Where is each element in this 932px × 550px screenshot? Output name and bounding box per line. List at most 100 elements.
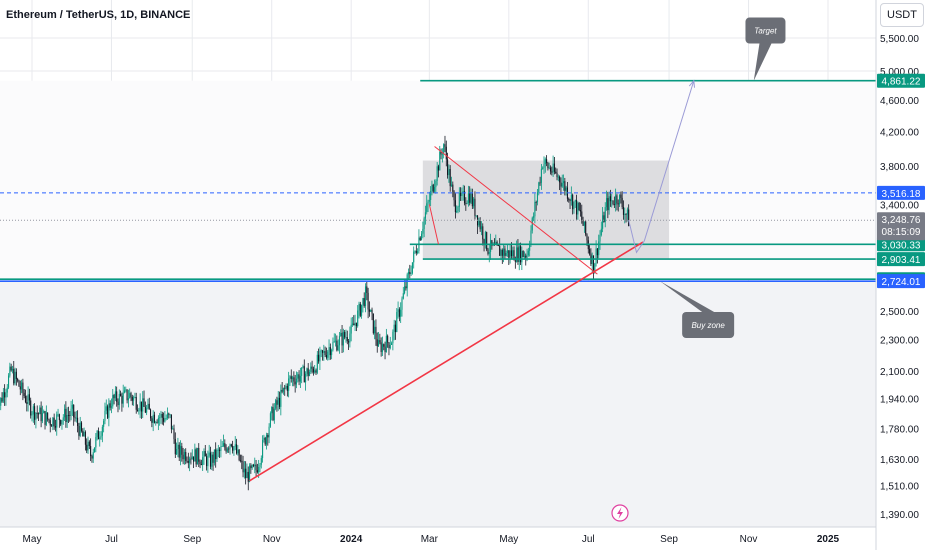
candle-body — [603, 215, 605, 223]
candle-body — [209, 452, 212, 467]
candle-body — [49, 420, 51, 426]
candle-body — [156, 422, 158, 423]
candle-body — [269, 413, 271, 427]
candle-body — [220, 446, 222, 451]
candle-body — [616, 195, 618, 204]
candle-body — [57, 414, 59, 416]
candle-body — [195, 449, 197, 465]
candle-body — [379, 340, 381, 343]
candle-body — [70, 408, 72, 416]
price-label-support-2-bg — [877, 274, 925, 289]
candle-body — [143, 398, 145, 407]
candle-body — [579, 210, 582, 212]
candle-body — [252, 464, 255, 467]
candle-body — [196, 447, 199, 465]
candle-body — [163, 417, 165, 422]
candle-body — [15, 371, 17, 379]
candle-body — [452, 184, 454, 192]
candle-body — [292, 377, 294, 379]
candle-body — [428, 199, 430, 202]
candle-body — [101, 426, 103, 436]
support-trendline — [249, 241, 644, 482]
price-label-resistance-text: 3,516.18 — [882, 189, 921, 200]
candle-body — [346, 337, 348, 342]
candle-body — [371, 309, 373, 314]
time-tick-label: Sep — [183, 534, 201, 545]
candle-body — [222, 443, 225, 447]
candle-body — [135, 397, 137, 410]
candle-body — [324, 351, 326, 356]
price-label-zone-bottom: 2,903.41 — [877, 252, 925, 266]
candle-body — [69, 415, 71, 417]
currency-unit-button[interactable]: USDT — [880, 3, 924, 27]
callout-box — [745, 17, 786, 44]
price-tick-label: 1,510.00 — [880, 481, 919, 492]
price-label-support-2: 2,724.01 — [877, 274, 925, 289]
candle-body — [84, 431, 86, 445]
candle-body — [14, 371, 16, 384]
candle-body — [518, 246, 520, 262]
price-tick-label: 2,300.00 — [880, 336, 919, 347]
candle-body — [487, 249, 489, 254]
candle-body — [273, 408, 275, 421]
candle-body — [83, 431, 85, 437]
candle-body — [318, 354, 320, 362]
candle-body — [122, 392, 124, 404]
candle-body — [531, 217, 533, 231]
candle-body — [523, 255, 526, 257]
candle-body — [10, 366, 12, 371]
candle-body — [47, 412, 49, 420]
candle-body — [441, 154, 443, 156]
candle-body — [377, 340, 380, 347]
candle-body — [549, 167, 552, 172]
candle-body — [509, 250, 511, 258]
projection-path — [628, 80, 695, 254]
candle-body — [144, 406, 146, 413]
candle-body — [56, 414, 58, 428]
candle-body — [482, 226, 484, 240]
candle-body — [52, 417, 54, 427]
candle-body — [66, 414, 68, 423]
candle-body — [620, 194, 622, 198]
candle-body — [206, 456, 208, 467]
candle-body — [334, 340, 337, 342]
candle-body — [192, 456, 195, 462]
time-tick-label: 2024 — [340, 534, 363, 545]
candle-body — [127, 398, 129, 401]
lightning-icon[interactable] — [611, 504, 629, 522]
candle-body — [577, 202, 579, 215]
candle-body — [331, 349, 333, 356]
candle-body — [264, 437, 266, 445]
candle-body — [73, 404, 75, 418]
candle-body — [508, 250, 510, 258]
candle-body — [211, 454, 213, 467]
candle-body — [434, 187, 436, 192]
chart-title: Ethereum / TetherUS, 1D, BINANCE — [6, 9, 190, 21]
candle-body — [71, 404, 73, 409]
candle-body — [221, 446, 223, 447]
candle-body — [604, 207, 606, 223]
candle-body — [367, 292, 369, 310]
candle-body — [358, 303, 360, 311]
price-tick-label: 1,940.00 — [880, 395, 919, 406]
candle-body — [262, 440, 264, 459]
candle-body — [112, 395, 114, 407]
candle-body — [172, 428, 174, 430]
candle-body — [255, 464, 257, 471]
candle-body — [307, 368, 309, 376]
candle-body — [514, 260, 516, 262]
candle-body — [191, 456, 193, 460]
candle-body — [467, 193, 469, 203]
candle-body — [54, 426, 57, 428]
candle-body — [323, 351, 325, 353]
candle-body — [157, 417, 159, 423]
candle-body — [516, 247, 518, 262]
candle-body — [250, 465, 252, 469]
candle-body — [278, 397, 281, 407]
candle-body — [11, 368, 14, 371]
candle-body — [40, 407, 42, 422]
candle-body — [470, 193, 472, 203]
candle-body — [325, 355, 327, 358]
candle-body — [542, 167, 544, 169]
